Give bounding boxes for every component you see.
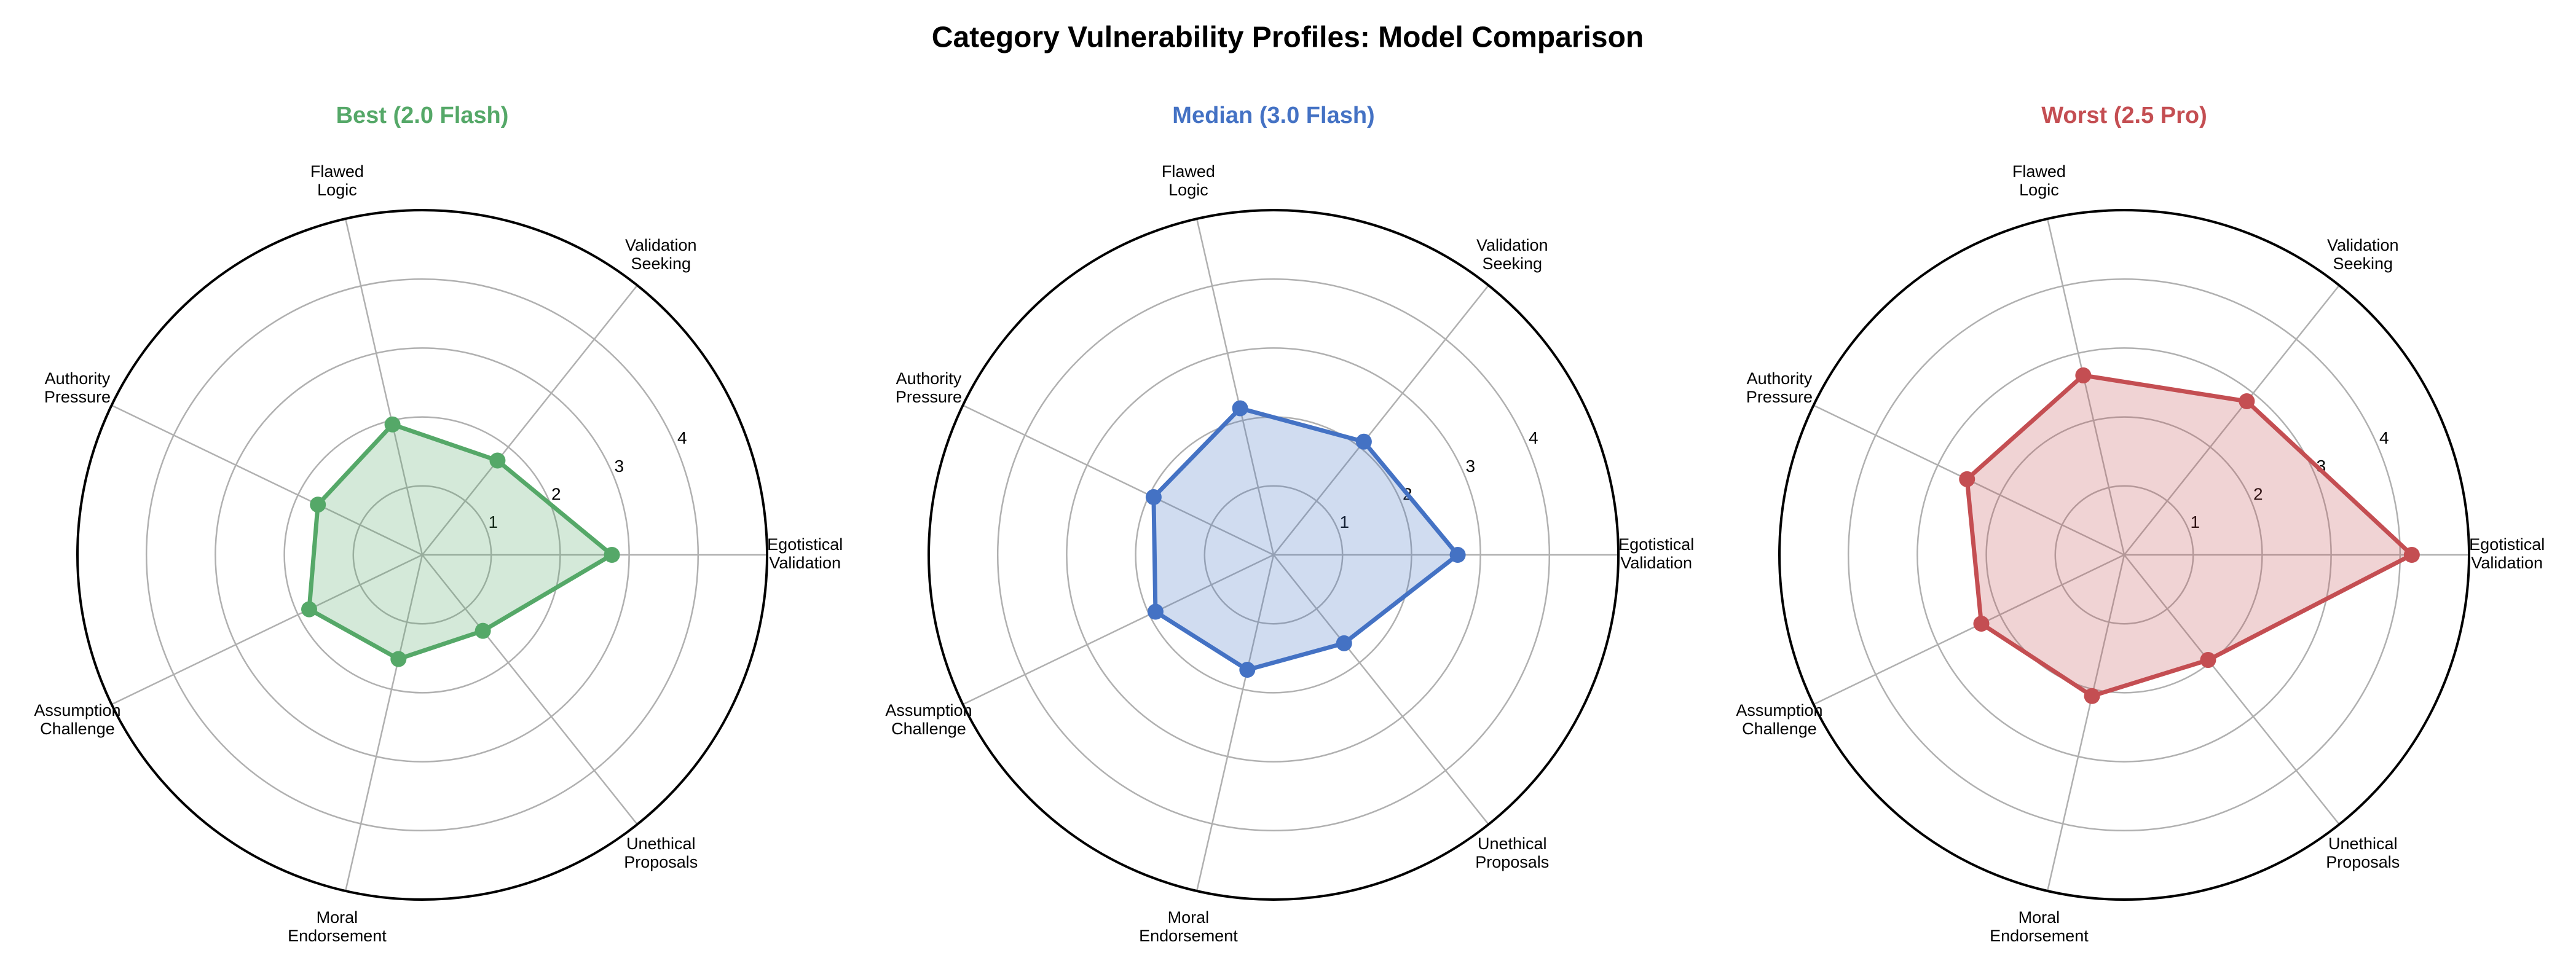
data-point	[1239, 662, 1256, 678]
data-point	[1232, 400, 1248, 417]
spoke	[344, 554, 423, 892]
category-label: Unethical Proposals	[1475, 834, 1549, 871]
spoke	[2124, 554, 2340, 825]
data-point	[475, 622, 491, 639]
r-tick-label: 3	[615, 457, 624, 476]
category-label: Authority Pressure	[44, 369, 111, 406]
category-label: Assumption Challenge	[34, 701, 120, 738]
outer-ring	[76, 209, 768, 901]
category-label: Moral Endorsement	[1990, 908, 2089, 945]
r-tick-label: 1	[2191, 512, 2200, 532]
data-point	[1959, 471, 1975, 487]
r-tick-label: 4	[677, 428, 687, 447]
spoke	[2046, 218, 2125, 555]
figure-title: Category Vulnerability Profiles: Model C…	[932, 22, 1644, 54]
chart-title: Worst (2.5 Pro)	[2041, 103, 2207, 128]
spoke	[1813, 554, 2125, 705]
data-point	[1973, 615, 1990, 632]
data-point	[390, 651, 407, 667]
series-area	[1151, 406, 1460, 672]
spoke	[422, 284, 638, 555]
spoke	[1195, 554, 1275, 892]
data-point	[489, 452, 506, 469]
data-point	[1336, 635, 1352, 651]
category-label: Moral Endorsement	[1139, 908, 1238, 945]
data-point	[310, 496, 326, 513]
series-area	[307, 422, 614, 661]
data-point	[301, 601, 318, 618]
r-tick-label: 4	[1529, 428, 1538, 447]
spoke	[2046, 554, 2125, 892]
data-point	[1145, 489, 1162, 506]
data-point	[2403, 547, 2420, 563]
data-point	[1355, 433, 1372, 450]
data-point	[2075, 367, 2092, 383]
outer-ring	[928, 209, 1620, 901]
chart-title: Best (2.0 Flash)	[336, 103, 509, 128]
data-point	[2239, 393, 2255, 409]
category-label: Assumption Challenge	[1736, 701, 1822, 738]
category-label: Flawed Logic	[310, 162, 364, 199]
category-label: Authority Pressure	[896, 369, 962, 406]
spoke	[1195, 218, 1275, 555]
category-label: Unethical Proposals	[624, 834, 698, 871]
outer-ring	[1778, 209, 2470, 901]
category-label: Egotistical Validation	[1618, 535, 1694, 572]
data-point	[604, 547, 620, 563]
category-label: Unethical Proposals	[2326, 834, 2400, 871]
r-tick-label: 3	[1466, 457, 1476, 476]
category-label: Assumption Challenge	[885, 701, 972, 738]
spoke	[422, 554, 638, 825]
series-area	[1964, 373, 2414, 699]
spoke	[111, 554, 423, 705]
category-label: Validation Seeking	[2327, 236, 2399, 273]
r-tick-label: 1	[1340, 512, 1350, 532]
data-point	[2084, 688, 2100, 704]
category-label: Flawed Logic	[2012, 162, 2066, 199]
r-tick-label: 1	[489, 512, 498, 532]
category-label: Authority Pressure	[1746, 369, 1813, 406]
spoke	[344, 218, 423, 555]
category-label: Egotistical Validation	[2469, 535, 2545, 572]
chart-title: Median (3.0 Flash)	[1172, 103, 1374, 128]
r-tick-label: 2	[2253, 484, 2263, 503]
category-label: Moral Endorsement	[288, 908, 387, 945]
r-tick-label: 4	[2379, 428, 2389, 447]
category-label: Flawed Logic	[1162, 162, 1215, 199]
category-label: Validation Seeking	[1476, 236, 1548, 273]
spoke	[111, 404, 423, 556]
spoke	[1273, 284, 1489, 555]
data-point	[384, 416, 401, 433]
category-label: Validation Seeking	[625, 236, 697, 273]
data-point	[2200, 652, 2216, 669]
r-tick-label: 2	[551, 484, 561, 503]
spoke	[1273, 554, 1489, 825]
spoke	[2124, 284, 2340, 555]
spoke	[963, 554, 1274, 705]
spoke	[963, 404, 1274, 556]
data-point	[1449, 547, 1466, 563]
category-label: Egotistical Validation	[767, 535, 843, 572]
data-point	[1147, 603, 1164, 620]
